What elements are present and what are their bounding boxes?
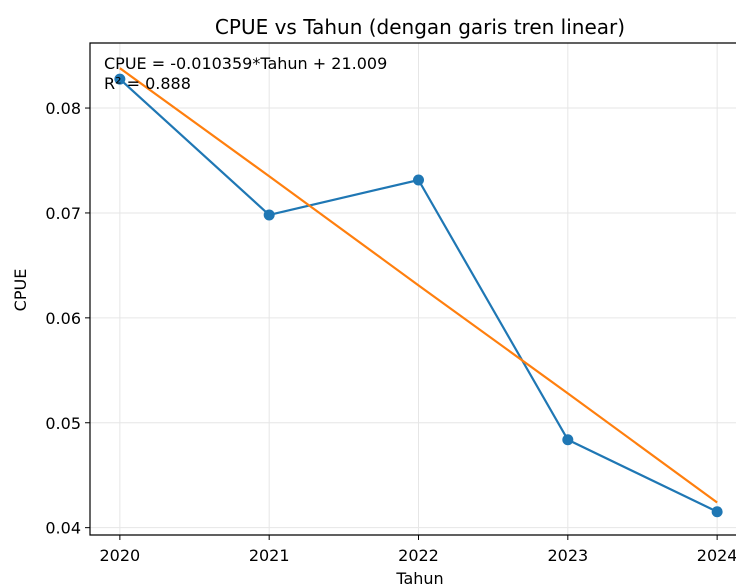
annotation: R² = 0.888 bbox=[104, 74, 191, 93]
x-tick-label: 2023 bbox=[547, 546, 588, 565]
point bbox=[711, 506, 723, 518]
annotation: CPUE = -0.010359*Tahun + 21.009 bbox=[104, 54, 387, 73]
x-tick-label: 2021 bbox=[249, 546, 290, 565]
y-tick-label: 0.07 bbox=[45, 204, 81, 223]
y-tick-label: 0.04 bbox=[45, 519, 81, 538]
point bbox=[114, 73, 126, 85]
y-tick-label: 0.05 bbox=[45, 414, 81, 433]
point bbox=[413, 174, 424, 186]
plot-area bbox=[90, 43, 736, 535]
point bbox=[562, 434, 574, 446]
x-tick-label: 2022 bbox=[398, 546, 439, 565]
axis-frame bbox=[89, 42, 736, 536]
x-tick-label: 2020 bbox=[100, 546, 141, 565]
point bbox=[263, 209, 275, 221]
x-tick-label: 2024 bbox=[697, 546, 736, 565]
y-axis-label: CPUE bbox=[11, 269, 30, 312]
x-axis-label: Tahun bbox=[395, 569, 443, 588]
series-line bbox=[119, 67, 718, 504]
y-tick-label: 0.08 bbox=[45, 99, 81, 118]
y-tick-label: 0.06 bbox=[45, 309, 81, 328]
chart-title: CPUE vs Tahun (dengan garis tren linear) bbox=[215, 15, 625, 39]
